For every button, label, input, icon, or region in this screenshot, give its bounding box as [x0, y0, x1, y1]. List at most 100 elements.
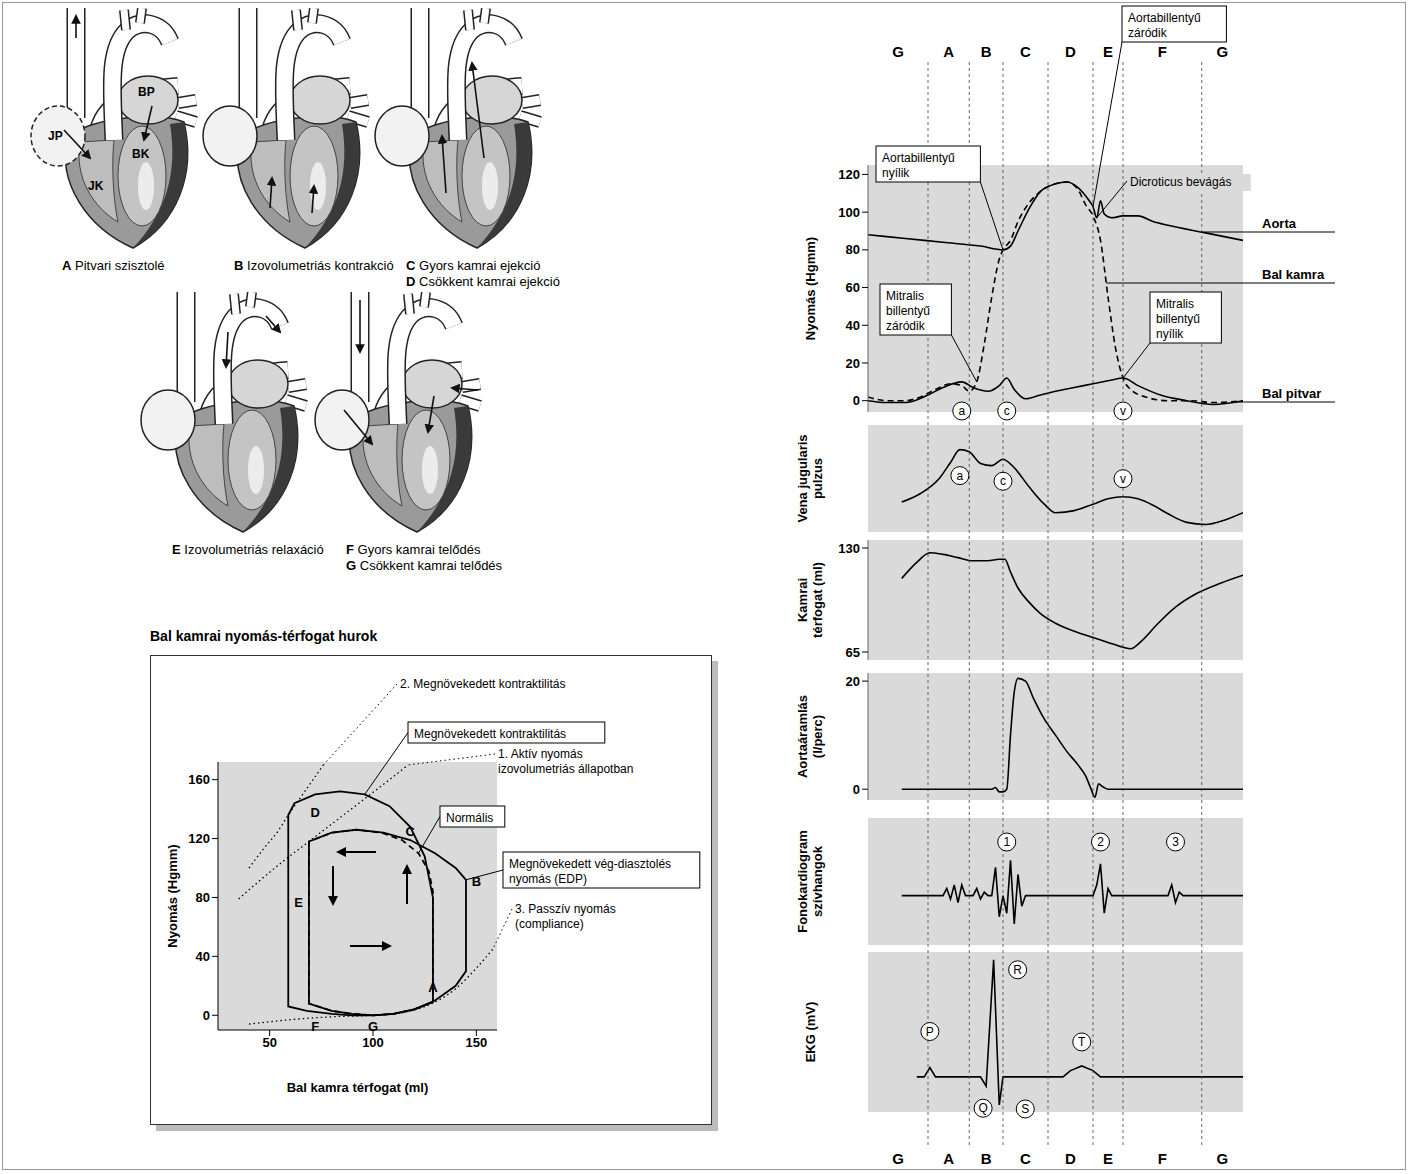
- svg-text:pulzus: pulzus: [810, 458, 825, 499]
- svg-text:P: P: [926, 1025, 934, 1039]
- svg-text:v: v: [1120, 404, 1126, 418]
- svg-text:BP: BP: [138, 85, 155, 99]
- svg-text:0: 0: [853, 393, 860, 408]
- svg-text:Nyomás (Hgmm): Nyomás (Hgmm): [803, 237, 818, 340]
- svg-text:80: 80: [846, 242, 860, 257]
- svg-text:0: 0: [203, 1008, 210, 1023]
- svg-text:120: 120: [188, 831, 210, 846]
- svg-text:Aorta: Aorta: [1262, 216, 1297, 231]
- svg-text:Fonokardiogram: Fonokardiogram: [795, 830, 810, 933]
- svg-text:Bal kamra: Bal kamra: [1262, 267, 1325, 282]
- svg-text:1: 1: [1003, 835, 1010, 849]
- svg-text:G: G: [892, 1150, 904, 1167]
- svg-text:térfogat (ml): térfogat (ml): [810, 562, 825, 638]
- svg-text:C: C: [406, 824, 416, 839]
- svg-text:JK: JK: [88, 179, 104, 193]
- svg-text:20: 20: [846, 356, 860, 371]
- svg-text:nyílik: nyílik: [882, 166, 910, 180]
- svg-text:100: 100: [838, 205, 860, 220]
- html-text:C Gyors kamrai ejekció: C Gyors kamrai ejekció: [406, 258, 541, 273]
- svg-text:G: G: [368, 1019, 378, 1034]
- svg-text:60: 60: [846, 280, 860, 295]
- svg-text:100: 100: [362, 1035, 384, 1050]
- svg-text:D: D: [1065, 1150, 1076, 1167]
- svg-text:nyílik: nyílik: [1156, 327, 1184, 341]
- svg-text:E: E: [294, 895, 303, 910]
- svg-text:S: S: [1021, 1102, 1029, 1116]
- svg-text:billentyű: billentyű: [1156, 312, 1200, 326]
- svg-text:A: A: [943, 43, 954, 60]
- svg-text:C: C: [1020, 43, 1031, 60]
- svg-text:billentyű: billentyű: [886, 304, 930, 318]
- svg-text:T: T: [1078, 1035, 1086, 1049]
- svg-text:B: B: [981, 1150, 992, 1167]
- svg-text:40: 40: [846, 318, 860, 333]
- svg-text:B: B: [981, 43, 992, 60]
- html-text:A Pitvari szisztolé: A Pitvari szisztolé: [62, 258, 165, 273]
- html-text:B Izovolumetriás kontrakció: B Izovolumetriás kontrakció: [234, 258, 394, 273]
- html-text:D Csökkent kamrai ejekció: D Csökkent kamrai ejekció: [406, 274, 560, 289]
- svg-text:120: 120: [838, 167, 860, 182]
- svg-text:D: D: [310, 805, 319, 820]
- svg-text:F: F: [311, 1019, 319, 1034]
- svg-text:2: 2: [1097, 835, 1104, 849]
- svg-text:a: a: [958, 404, 965, 418]
- svg-text:Megnövekedett vég-diasztolés: Megnövekedett vég-diasztolés: [509, 857, 671, 871]
- svg-text:B: B: [472, 874, 481, 889]
- svg-text:3. Passzív nyomás: 3. Passzív nyomás: [515, 902, 616, 916]
- svg-text:Mitralis: Mitralis: [886, 289, 924, 303]
- svg-text:JP: JP: [48, 129, 63, 143]
- svg-text:Mitralis: Mitralis: [1156, 297, 1194, 311]
- svg-text:Aortaáramlás: Aortaáramlás: [795, 695, 810, 778]
- svg-text:65: 65: [846, 645, 860, 660]
- svg-text:160: 160: [188, 772, 210, 787]
- svg-text:Aortabillentyű: Aortabillentyű: [882, 151, 955, 165]
- svg-text:G: G: [1217, 1150, 1229, 1167]
- svg-text:E: E: [1103, 43, 1113, 60]
- svg-text:E: E: [1103, 1150, 1113, 1167]
- svg-text:(compliance): (compliance): [515, 917, 584, 931]
- svg-text:nyomás (EDP): nyomás (EDP): [509, 872, 587, 886]
- html-text:Bal kamrai nyomás-térfogat hur: Bal kamrai nyomás-térfogat hurok: [150, 628, 378, 644]
- svg-text:G: G: [1217, 43, 1229, 60]
- svg-text:v: v: [1120, 472, 1126, 486]
- svg-text:a: a: [957, 469, 964, 483]
- svg-text:F: F: [1158, 43, 1167, 60]
- svg-text:3: 3: [1172, 835, 1179, 849]
- svg-text:Megnövekedett kontraktilitás: Megnövekedett kontraktilitás: [414, 727, 566, 741]
- svg-text:50: 50: [262, 1035, 276, 1050]
- svg-text:BK: BK: [132, 147, 150, 161]
- svg-text:80: 80: [196, 890, 210, 905]
- svg-text:G: G: [892, 43, 904, 60]
- svg-text:Q: Q: [978, 1101, 987, 1115]
- svg-text:2. Megnövekedett kontraktilitá: 2. Megnövekedett kontraktilitás: [400, 677, 565, 691]
- svg-text:Aortabillentyű: Aortabillentyű: [1128, 11, 1201, 25]
- svg-text:Normális: Normális: [446, 811, 493, 825]
- svg-text:szívhangok: szívhangok: [810, 845, 825, 917]
- svg-text:záródik: záródik: [1128, 26, 1168, 40]
- svg-text:(l/perc): (l/perc): [810, 715, 825, 758]
- svg-text:A: A: [943, 1150, 954, 1167]
- svg-text:1. Aktív nyomás: 1. Aktív nyomás: [498, 747, 583, 761]
- svg-text:C: C: [1020, 1150, 1031, 1167]
- svg-text:D: D: [1065, 43, 1076, 60]
- svg-text:izovolumetriás állapotban: izovolumetriás állapotban: [498, 762, 633, 776]
- svg-text:0: 0: [853, 782, 860, 797]
- svg-text:EKG (mV): EKG (mV): [803, 1002, 818, 1063]
- svg-text:záródik: záródik: [886, 319, 926, 333]
- svg-text:Bal kamra térfogat (ml): Bal kamra térfogat (ml): [287, 1080, 429, 1095]
- svg-text:Vena jugularis: Vena jugularis: [795, 434, 810, 522]
- svg-text:Dicroticus bevágás: Dicroticus bevágás: [1130, 175, 1231, 189]
- svg-text:150: 150: [465, 1035, 487, 1050]
- svg-text:F: F: [1158, 1150, 1167, 1167]
- svg-text:Nyomás (Hgmm): Nyomás (Hgmm): [165, 844, 180, 947]
- svg-text:Kamrai: Kamrai: [795, 578, 810, 622]
- svg-text:20: 20: [846, 674, 860, 689]
- svg-text:A: A: [428, 980, 438, 995]
- svg-text:R: R: [1013, 963, 1022, 977]
- svg-text:Bal pitvar: Bal pitvar: [1262, 386, 1321, 401]
- svg-text:130: 130: [838, 541, 860, 556]
- svg-text:40: 40: [196, 949, 210, 964]
- svg-text:c: c: [1004, 404, 1010, 418]
- svg-text:c: c: [1000, 474, 1006, 488]
